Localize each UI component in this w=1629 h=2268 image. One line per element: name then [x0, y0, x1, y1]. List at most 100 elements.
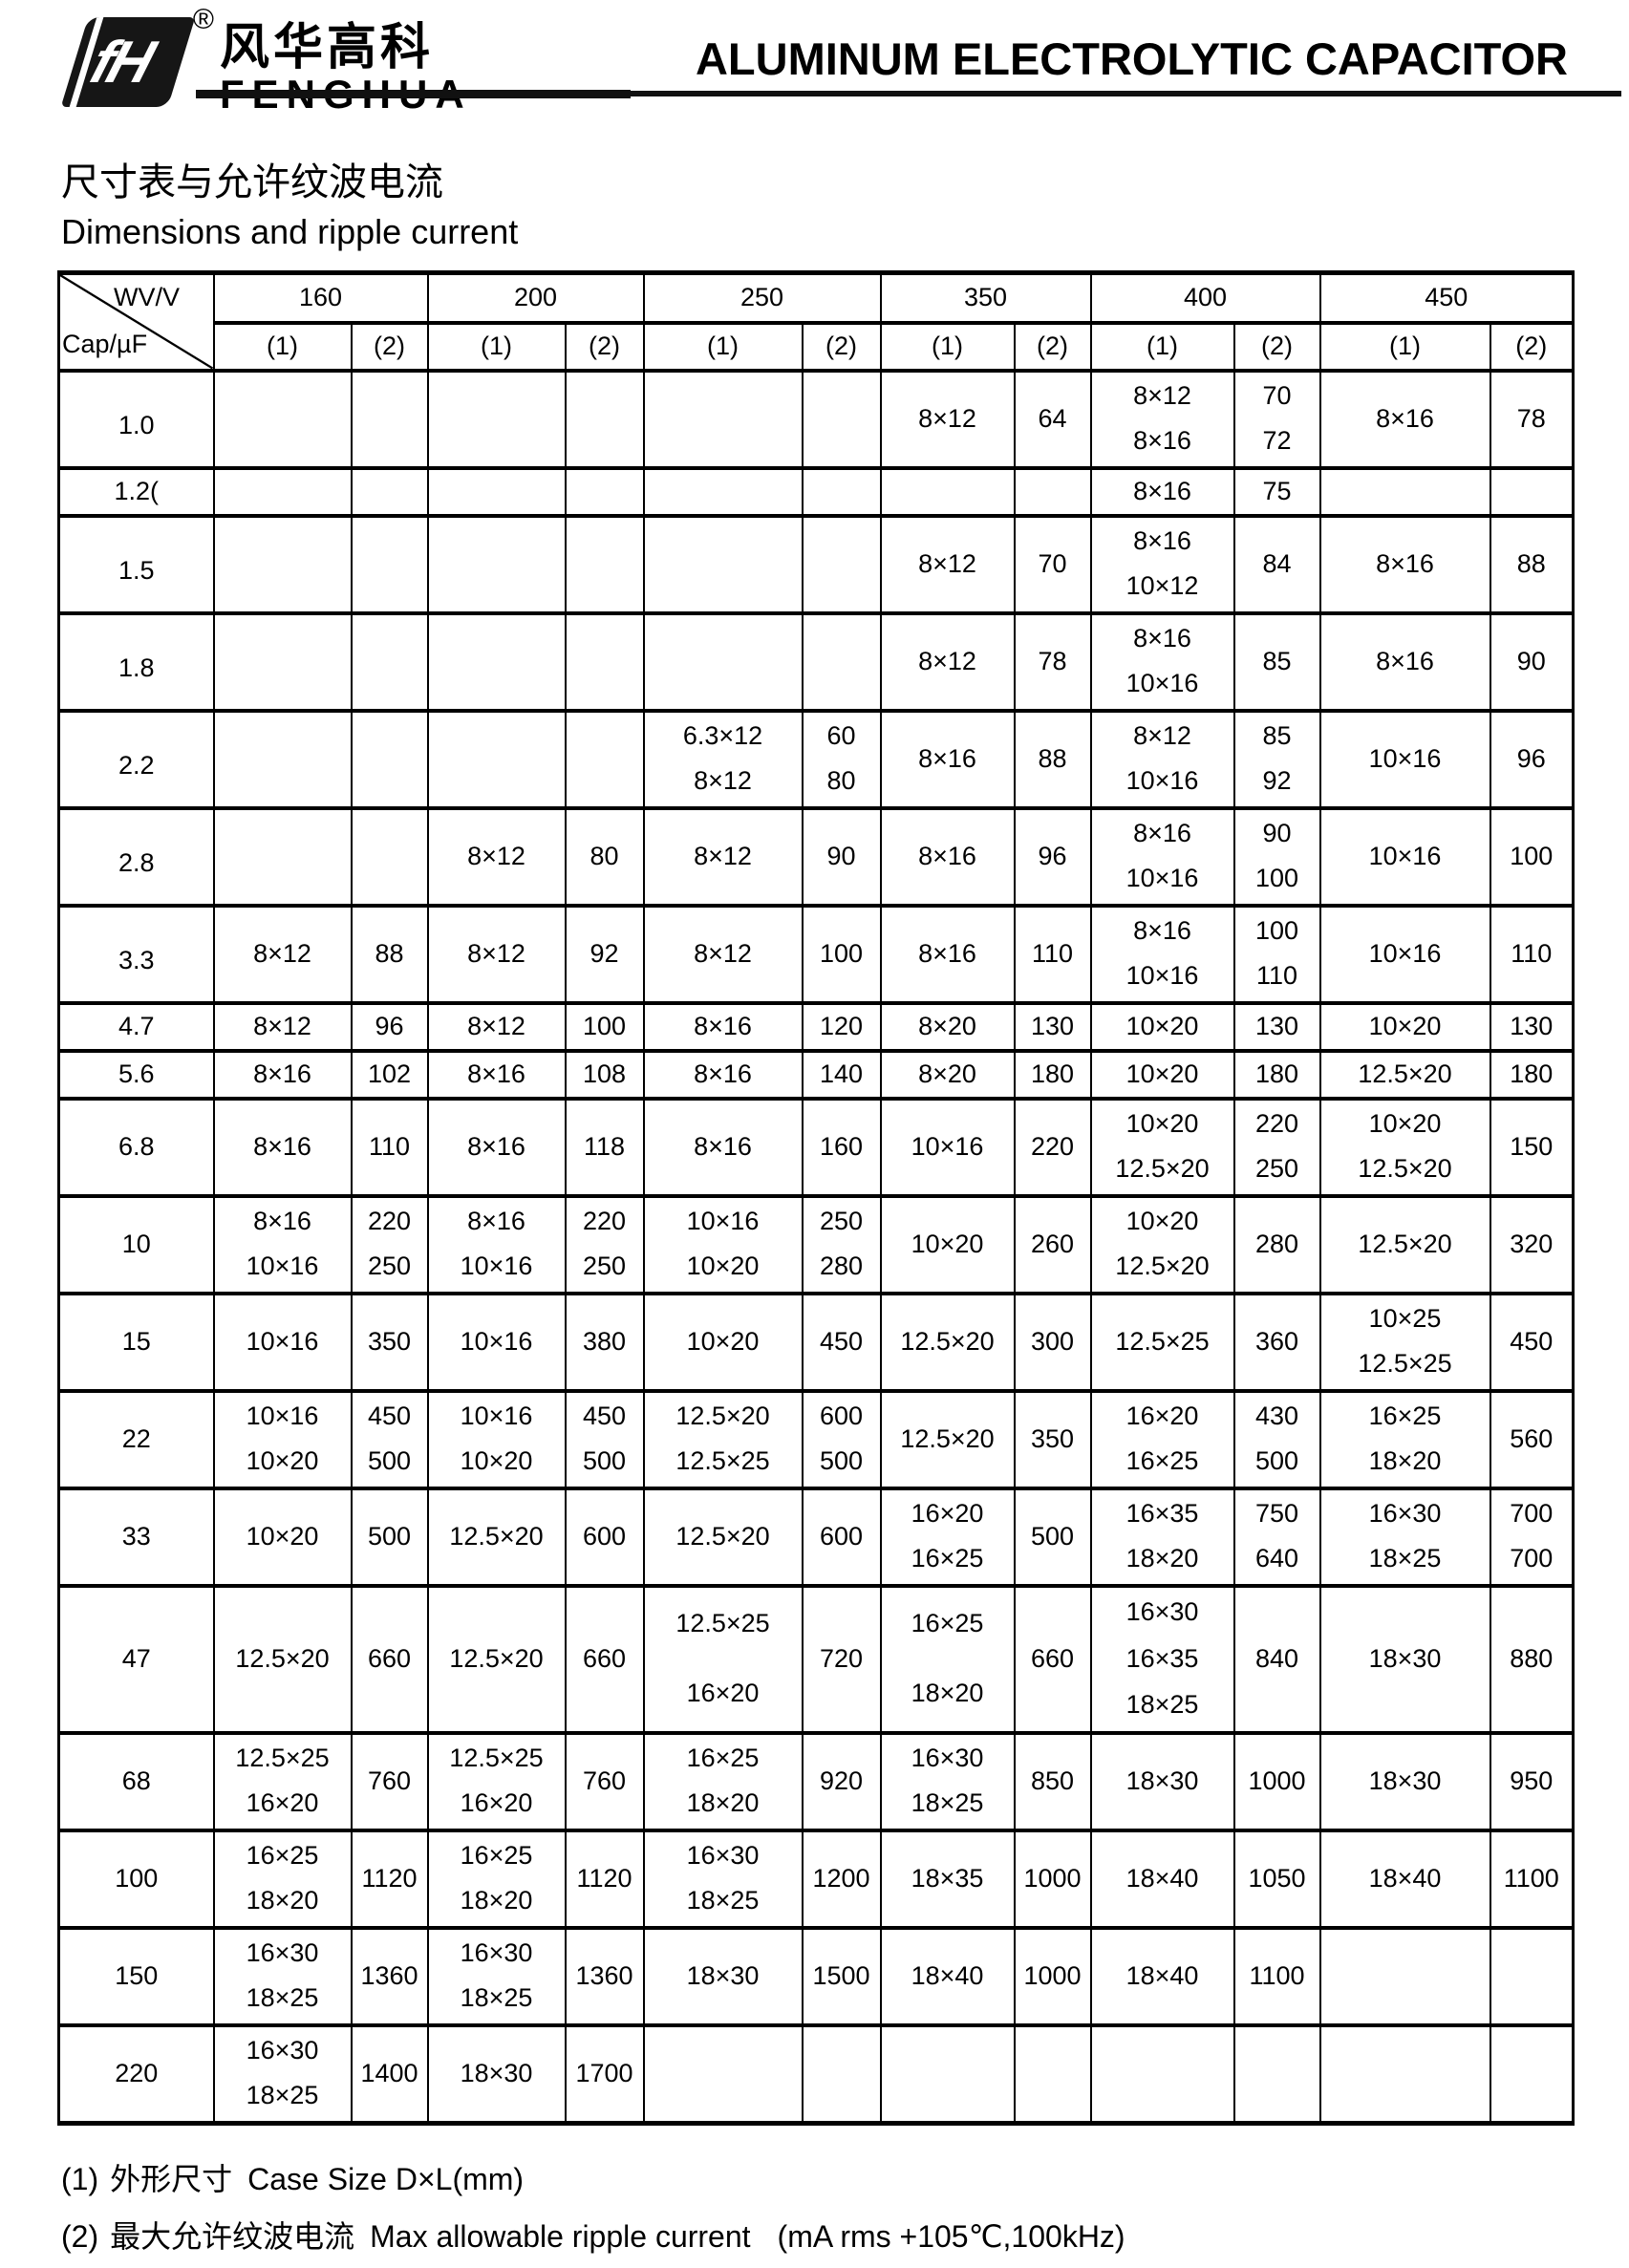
- ripple-current-cell: 1120: [350, 1828, 429, 1930]
- ripple-current-cell: 84: [1232, 513, 1321, 615]
- ripple-current-cell: 220 250: [564, 1193, 645, 1295]
- ripple-current-cell: [350, 610, 429, 713]
- case-size-cell: [642, 513, 804, 615]
- case-size-cell: 10×16: [1318, 805, 1491, 908]
- ripple-current-cell: 110: [350, 1096, 429, 1198]
- ripple-current-cell: [801, 513, 882, 615]
- ripple-current-cell: 600 500: [801, 1388, 882, 1490]
- ripple-current-cell: 660: [564, 1583, 645, 1735]
- ripple-current-cell: [350, 465, 429, 518]
- ripple-current-cell: 920: [801, 1730, 882, 1832]
- subcol-header: (1): [642, 320, 804, 373]
- case-size-cell: [1318, 1925, 1491, 2027]
- brand-name-chinese: 风华高科: [220, 20, 435, 75]
- case-size-cell: 8×12 8×16: [1089, 368, 1235, 470]
- ripple-current-cell: 1400: [350, 2022, 429, 2125]
- case-size-cell: [212, 610, 353, 713]
- section-heading: 尺寸表与允许纹波电流 Dimensions and ripple current: [61, 160, 518, 252]
- ripple-current-cell: 100: [564, 1000, 645, 1053]
- case-size-cell: 8×16: [879, 805, 1016, 908]
- case-size-cell: 8×16: [879, 708, 1016, 810]
- ripple-current-cell: [350, 513, 429, 615]
- ripple-current-cell: 700 700: [1489, 1486, 1575, 1588]
- ripple-current-cell: 88: [1013, 708, 1092, 810]
- ripple-current-cell: 220 250: [350, 1193, 429, 1295]
- table-row-cap-1.8: 1.8 8×12 78 8×16 10×16 85 8×16 90: [57, 610, 1575, 713]
- ripple-current-cell: [1013, 2022, 1092, 2125]
- ripple-current-cell: 450 500: [350, 1388, 429, 1490]
- ripple-current-cell: 90: [1489, 610, 1575, 713]
- ripple-current-cell: 260: [1013, 1193, 1092, 1295]
- ripple-current-cell: 950: [1489, 1730, 1575, 1832]
- case-size-cell: 16×20 16×25: [879, 1486, 1016, 1588]
- logo-monogram: fH: [83, 30, 159, 96]
- header-divider: [196, 90, 1621, 99]
- subcol-header: (1): [1318, 320, 1491, 373]
- subcol-header: (2): [1489, 320, 1575, 373]
- case-size-cell: 10×16: [1318, 903, 1491, 1005]
- ripple-current-cell: 430 500: [1232, 1388, 1321, 1490]
- page-header: fH ® 风华高科 FENGHUA ALUMINUM ELECTROLYTIC …: [0, 0, 1629, 134]
- footnote-index: (1): [61, 2162, 99, 2196]
- fenghua-logo-icon: fH ®: [59, 4, 214, 109]
- case-size-cell: [1318, 2022, 1491, 2125]
- section-title-english: Dimensions and ripple current: [61, 212, 519, 251]
- case-size-cell: 8×16: [426, 1048, 567, 1101]
- ripple-current-cell: 500: [1013, 1486, 1092, 1588]
- ripple-current-cell: 75: [1232, 465, 1321, 518]
- case-size-cell: 18×30: [1089, 1730, 1235, 1832]
- case-size-cell: 10×20 12.5×20: [1089, 1096, 1235, 1198]
- ripple-current-cell: 450: [1489, 1291, 1575, 1393]
- ripple-current-cell: 450 500: [564, 1388, 645, 1490]
- ripple-current-cell: 280: [1232, 1193, 1321, 1295]
- case-size-cell: 18×40: [879, 1925, 1016, 2027]
- case-size-cell: 12.5×25 16×20: [212, 1730, 353, 1832]
- ripple-current-cell: 70: [1013, 513, 1092, 615]
- case-size-cell: 12.5×25 16×20: [642, 1583, 804, 1735]
- ripple-current-cell: 600: [801, 1486, 882, 1588]
- logo-parallelogram: fH: [60, 17, 196, 107]
- case-size-cell: 16×20 16×25: [1089, 1388, 1235, 1490]
- case-size-cell: 8×20: [879, 1048, 1016, 1101]
- case-size-cell: 8×20: [879, 1000, 1016, 1053]
- ripple-current-cell: [801, 368, 882, 470]
- case-size-cell: 10×20: [1318, 1000, 1491, 1053]
- case-size-cell: 18×30: [426, 2022, 567, 2125]
- case-size-cell: 8×16: [1318, 368, 1491, 470]
- ripple-current-cell: 90 100: [1232, 805, 1321, 908]
- ripple-current-cell: 1360: [350, 1925, 429, 2027]
- ripple-current-cell: 220: [1013, 1096, 1092, 1198]
- case-size-cell: [212, 465, 353, 518]
- ripple-current-cell: 360: [1232, 1291, 1321, 1393]
- ripple-current-cell: 1100: [1232, 1925, 1321, 2027]
- case-size-cell: 8×16 10×16: [1089, 610, 1235, 713]
- section-title-chinese: 尺寸表与允许纹波电流: [61, 161, 443, 203]
- subcol-header: (2): [801, 320, 882, 373]
- ripple-current-cell: 85: [1232, 610, 1321, 713]
- case-size-cell: [426, 610, 567, 713]
- case-size-cell: 8×16 10×16: [1089, 903, 1235, 1005]
- case-size-cell: 10×20: [1089, 1000, 1235, 1053]
- footnote-condition: (mA rms +105℃,100kHz): [777, 2219, 1125, 2254]
- table-row-cap-2.8: 2.8 8×12 80 8×12 90 8×16 96 8×16 10×16 90 100 10×16…: [57, 805, 1575, 908]
- case-size-cell: 18×40: [1318, 1828, 1491, 1930]
- table-row-cap-1.5: 1.5 8×12 70 8×16 10×12 84 8×16 88: [57, 513, 1575, 615]
- ripple-current-cell: 560: [1489, 1388, 1575, 1490]
- case-size-cell: 10×20: [642, 1291, 804, 1393]
- case-size-cell: 18×35: [879, 1828, 1016, 1930]
- ripple-current-cell: 130: [1489, 1000, 1575, 1053]
- table-row-cap-47: 47 12.5×20 660 12.5×20 660 12.5×25 16×20 720 16×…: [57, 1583, 1575, 1735]
- case-size-cell: 18×40: [1089, 1828, 1235, 1930]
- ripple-current-cell: 760: [350, 1730, 429, 1832]
- case-size-cell: [1318, 465, 1491, 518]
- table-corner-cell: WV/V Cap/µF: [57, 270, 215, 373]
- ripple-current-cell: 880: [1489, 1583, 1575, 1735]
- case-size-cell: 10×20: [879, 1193, 1016, 1295]
- case-size-cell: 10×20: [1089, 1048, 1235, 1101]
- case-size-cell: 8×16: [212, 1096, 353, 1198]
- ripple-current-cell: 180: [1232, 1048, 1321, 1101]
- ripple-current-cell: 500: [350, 1486, 429, 1588]
- case-size-cell: 12.5×20: [426, 1486, 567, 1588]
- case-size-cell: 16×30 18×25: [426, 1925, 567, 2027]
- cap-value-cell: 47: [57, 1583, 215, 1735]
